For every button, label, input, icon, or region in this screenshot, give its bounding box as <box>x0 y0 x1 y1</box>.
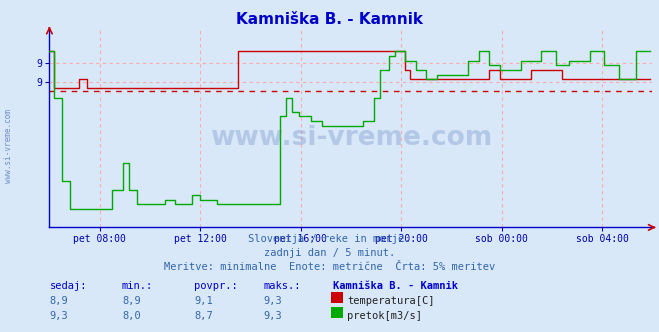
Text: maks.:: maks.: <box>264 281 301 290</box>
Text: 9,3: 9,3 <box>264 311 282 321</box>
Text: Kamniška B. - Kamnik: Kamniška B. - Kamnik <box>333 281 458 290</box>
Text: pretok[m3/s]: pretok[m3/s] <box>347 311 422 321</box>
Text: temperatura[C]: temperatura[C] <box>347 296 435 306</box>
Text: 9,1: 9,1 <box>194 296 213 306</box>
Text: www.si-vreme.com: www.si-vreme.com <box>4 109 13 183</box>
Text: 8,7: 8,7 <box>194 311 213 321</box>
Text: Slovenija / reke in morje.: Slovenija / reke in morje. <box>248 234 411 244</box>
Text: www.si-vreme.com: www.si-vreme.com <box>210 125 492 151</box>
Text: povpr.:: povpr.: <box>194 281 238 290</box>
Text: Meritve: minimalne  Enote: metrične  Črta: 5% meritev: Meritve: minimalne Enote: metrične Črta:… <box>164 262 495 272</box>
Text: min.:: min.: <box>122 281 153 290</box>
Text: 8,9: 8,9 <box>49 296 68 306</box>
Text: 8,0: 8,0 <box>122 311 140 321</box>
Text: 9,3: 9,3 <box>49 311 68 321</box>
Text: 8,9: 8,9 <box>122 296 140 306</box>
Text: sedaj:: sedaj: <box>49 281 87 290</box>
Text: 9,3: 9,3 <box>264 296 282 306</box>
Text: Kamniška B. - Kamnik: Kamniška B. - Kamnik <box>236 12 423 27</box>
Text: zadnji dan / 5 minut.: zadnji dan / 5 minut. <box>264 248 395 258</box>
